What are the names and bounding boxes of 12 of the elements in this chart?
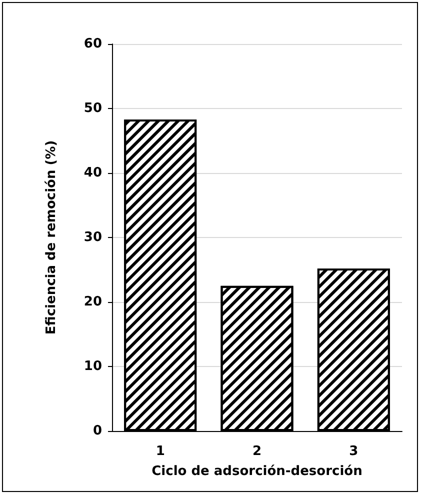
y-tick-label: 40: [84, 166, 102, 180]
x-tick-label: 3: [349, 444, 358, 459]
y-tick-label: 20: [84, 294, 102, 310]
y-tick-label: 50: [84, 101, 102, 116]
y-tick-label: 30: [84, 230, 102, 245]
y-axis-title: Eficiencia de remoción (%): [44, 140, 59, 335]
y-tick-label: 10: [84, 359, 102, 374]
y-tick-label: 0: [92, 424, 102, 438]
x-tick-label: 1: [156, 444, 165, 459]
x-tick-label: 2: [252, 444, 262, 459]
x-axis-title: Ciclo de adsorción-desorción: [152, 464, 362, 479]
y-tick-label: 60: [84, 36, 102, 52]
